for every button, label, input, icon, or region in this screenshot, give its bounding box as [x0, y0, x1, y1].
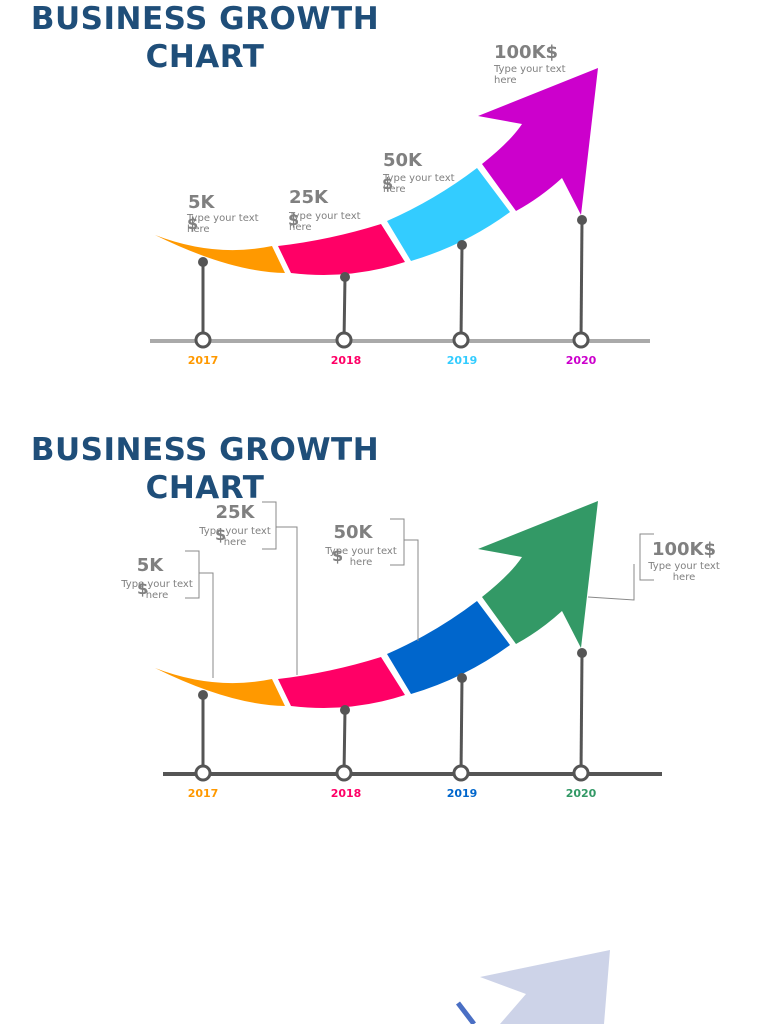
year: 2018: [330, 787, 362, 800]
panel-1-graphic: [150, 68, 650, 349]
milestones: [194, 331, 590, 349]
arrow-segment: [387, 601, 510, 694]
milestones: [194, 764, 590, 782]
stems: [201, 219, 584, 342]
currency: $: [137, 579, 149, 598]
year: 2020: [565, 354, 597, 367]
amount: 25K: [215, 502, 255, 523]
arrow-segment: [278, 224, 405, 275]
year: 2019: [446, 354, 478, 367]
year: 2020: [565, 787, 597, 800]
stems: [201, 652, 584, 775]
currency: $: [288, 210, 300, 229]
note: Type your text here: [325, 546, 397, 568]
currency: $: [382, 174, 394, 193]
arrow-head: [480, 950, 610, 1024]
arrow-head: [478, 501, 598, 648]
year: 2017: [187, 787, 219, 800]
amount: 50K: [333, 522, 373, 543]
note: Type your text here: [494, 64, 566, 86]
note: Type your text here: [648, 561, 720, 583]
note: Type your text here: [199, 526, 271, 548]
arrow-head: [478, 68, 598, 215]
panel-3-graphic: [456, 950, 610, 1024]
note: Type your text here: [383, 173, 455, 195]
note: Type your text here: [187, 213, 259, 235]
arrow-segment: [155, 668, 285, 706]
currency: $: [187, 214, 199, 233]
year: 2019: [446, 787, 478, 800]
amount: 5K: [188, 192, 215, 213]
year: 2018: [330, 354, 362, 367]
dots: [198, 215, 587, 282]
arrow-segment: [155, 235, 285, 273]
amount: 5K: [136, 555, 164, 576]
amount: 50K: [383, 150, 422, 171]
title: BUSINESS GROWTH CHART: [30, 1, 380, 75]
dots: [198, 648, 587, 715]
amount: 100K$: [494, 42, 559, 63]
arrow-segment: [387, 168, 510, 261]
currency: $: [332, 546, 344, 565]
arrow-segment: [278, 657, 405, 708]
year: 2017: [187, 354, 219, 367]
stem: [456, 1001, 476, 1024]
note: Type your text here: [289, 211, 361, 233]
amount: 25K: [289, 187, 328, 208]
note: Type your text here: [121, 579, 193, 601]
currency: $: [215, 525, 227, 544]
amount: 100K$: [651, 539, 717, 560]
title: BUSINESS GROWTH CHART: [30, 432, 380, 506]
callout-brackets: [185, 501, 654, 678]
panel-2-graphic: [155, 501, 662, 782]
